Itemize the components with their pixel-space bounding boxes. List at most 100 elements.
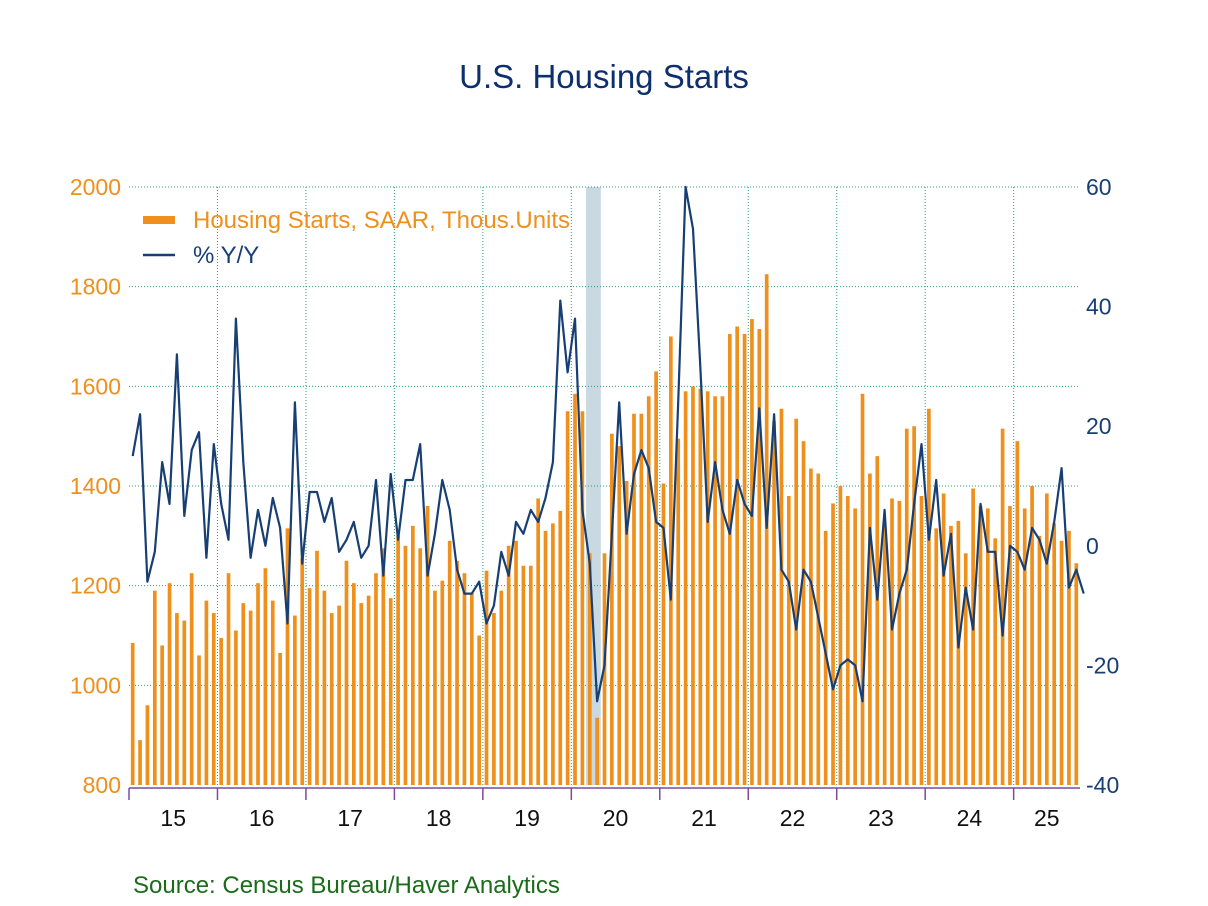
bar-housing-starts	[727, 334, 732, 785]
bar-housing-starts	[145, 705, 150, 785]
bar-housing-starts	[816, 473, 821, 785]
bar-housing-starts	[396, 535, 400, 785]
bar-housing-starts	[543, 530, 548, 785]
bar-housing-starts	[152, 590, 157, 785]
bar-housing-starts	[315, 550, 319, 785]
right-axis-tick-label: 20	[1086, 413, 1112, 439]
bar-housing-starts	[433, 590, 437, 785]
bar-housing-starts	[263, 568, 268, 785]
bar-housing-starts	[912, 426, 916, 785]
right-axis-tick-label: -20	[1086, 652, 1119, 678]
bar-housing-starts	[352, 583, 356, 785]
bar-housing-starts	[573, 393, 577, 785]
bar-housing-starts	[278, 652, 282, 785]
bar-housing-starts	[337, 605, 341, 785]
bar-housing-starts	[764, 274, 769, 785]
bar-housing-starts	[477, 635, 482, 785]
bar-housing-starts	[956, 520, 961, 785]
bar-housing-starts	[617, 446, 622, 785]
bar-housing-starts	[182, 620, 187, 785]
bar-housing-starts	[1037, 535, 1042, 785]
bar-housing-starts	[469, 593, 474, 785]
bar-housing-starts	[1030, 486, 1034, 785]
bar-housing-starts	[551, 523, 555, 785]
x-tick-label: 22	[780, 805, 806, 831]
bar-housing-starts	[175, 613, 179, 785]
bar-housing-starts	[366, 595, 371, 785]
bar-housing-starts	[528, 565, 533, 785]
bar-housing-starts	[927, 408, 931, 785]
left-axis-tick-label: 1400	[70, 473, 121, 499]
bar-housing-starts	[226, 573, 231, 785]
bar-housing-starts	[1015, 441, 1020, 785]
bar-housing-starts	[322, 590, 327, 785]
bar-housing-starts	[1022, 508, 1027, 785]
bar-housing-starts	[949, 525, 953, 785]
left-axis-tick-label: 1600	[70, 373, 121, 399]
bar-housing-starts	[742, 334, 747, 785]
bar-housing-starts	[1008, 505, 1012, 785]
bar-housing-starts	[374, 573, 378, 785]
right-axis-tick-label: -40	[1086, 772, 1119, 798]
bar-housing-starts	[307, 588, 312, 785]
bar-housing-starts	[234, 630, 238, 785]
bar-housing-starts	[300, 558, 305, 785]
bar-housing-starts	[1000, 428, 1005, 785]
bar-housing-starts	[595, 717, 599, 785]
bar-housing-starts	[138, 740, 142, 785]
bar-housing-starts	[838, 486, 843, 785]
bar-housing-starts	[506, 545, 511, 785]
bar-housing-starts	[654, 371, 658, 785]
bar-housing-starts	[897, 500, 902, 785]
bar-housing-starts	[410, 525, 415, 785]
bar-housing-starts	[219, 637, 223, 785]
bar-housing-starts	[1074, 563, 1079, 785]
bar-housing-starts	[492, 613, 496, 785]
bar-housing-starts	[587, 553, 592, 785]
left-axis-tick-label: 2000	[70, 174, 121, 200]
bar-housing-starts	[757, 329, 762, 785]
bar-housing-starts	[521, 565, 526, 785]
left-axis-tick-label: 1800	[70, 274, 121, 300]
legend-label-bars: Housing Starts, SAAR, Thous.Units	[193, 207, 570, 234]
bar-housing-starts	[536, 498, 540, 785]
legend-label-line: % Y/Y	[193, 242, 259, 269]
bar-housing-starts	[845, 495, 850, 785]
bar-housing-starts	[904, 428, 909, 785]
bar-housing-starts	[882, 525, 887, 785]
bar-housing-starts	[610, 433, 614, 785]
x-tick-label: 23	[868, 805, 894, 831]
bar-housing-starts	[875, 456, 880, 785]
bar-housing-starts	[661, 483, 666, 785]
right-axis-tick-label: 60	[1086, 174, 1112, 200]
bar-housing-starts	[720, 396, 725, 785]
bar-housing-starts	[1067, 530, 1071, 785]
bar-housing-starts	[580, 411, 585, 785]
bar-housing-starts	[794, 418, 799, 785]
bar-housing-starts	[691, 386, 695, 785]
bar-housing-starts	[868, 473, 872, 785]
bar-housing-starts	[565, 411, 570, 785]
bar-housing-starts	[646, 396, 651, 785]
bar-housing-starts	[499, 590, 504, 785]
x-tick-label: 19	[514, 805, 540, 831]
bar-housing-starts	[344, 560, 349, 785]
bar-housing-starts	[440, 580, 445, 785]
bar-housing-starts	[455, 560, 459, 785]
bar-housing-starts	[809, 468, 813, 785]
bar-housing-starts	[831, 503, 835, 785]
bar-housing-starts	[381, 548, 386, 785]
bar-housing-starts	[890, 498, 894, 785]
bar-housing-starts	[639, 413, 644, 785]
bar-housing-starts	[779, 408, 784, 785]
bar-housing-starts	[167, 583, 172, 785]
bar-housing-starts	[1052, 523, 1057, 785]
x-tick-label: 24	[957, 805, 983, 831]
source-note: Source: Census Bureau/Haver Analytics	[133, 872, 560, 899]
bar-housing-starts	[934, 528, 939, 785]
bar-housing-starts	[941, 493, 946, 785]
bar-housing-starts	[514, 540, 518, 785]
bar-housing-starts	[256, 583, 260, 785]
bar-housing-starts	[801, 441, 806, 785]
